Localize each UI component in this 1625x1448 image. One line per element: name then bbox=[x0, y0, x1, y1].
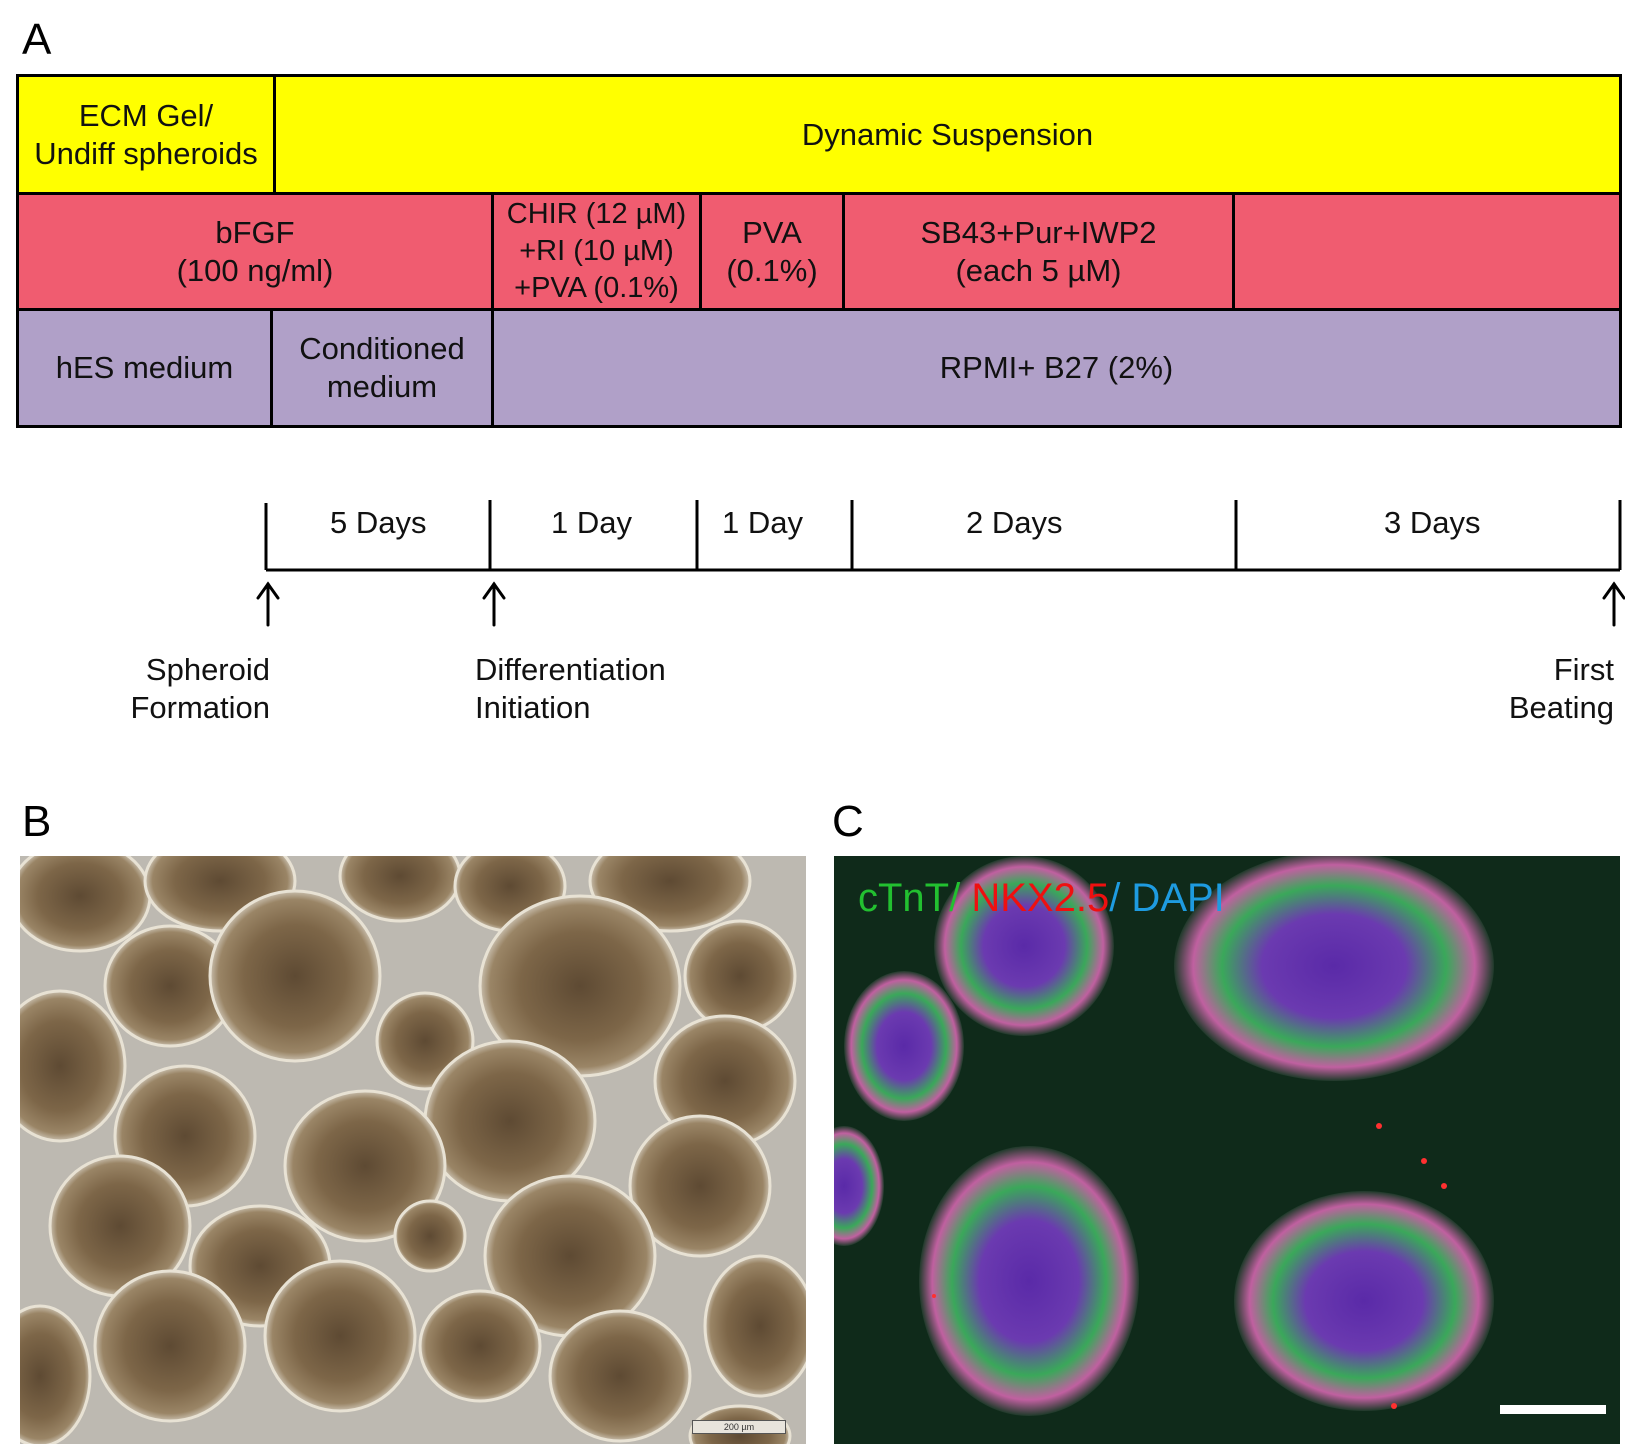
arrow-differentiation-initiation bbox=[482, 581, 506, 627]
stain-nkx25: NKX2.5 bbox=[960, 876, 1110, 920]
duration-label: 1 Day bbox=[722, 505, 803, 540]
milestone-differentiation-initiation: Differentiation Initiation bbox=[475, 652, 666, 725]
stain-legend: cTnT/ NKX2.5/ DAPI bbox=[858, 876, 1225, 920]
scale-bar-c bbox=[1500, 1405, 1606, 1414]
duration-label: 1 Day bbox=[551, 505, 632, 540]
conditioned-medium-cell: Conditioned medium bbox=[270, 311, 491, 425]
hes-medium-cell: hES medium bbox=[55, 350, 234, 385]
arrow-first-beating bbox=[1602, 581, 1625, 627]
chir-cell: CHIR (12 µM) +RI (10 µM) +PVA (0.1%) bbox=[491, 195, 699, 308]
sb43-pur-iwp2-cell: SB43+Pur+IWP2 (each 5 µM) bbox=[842, 195, 1232, 308]
rpmi-b27-cell: RPMI+ B27 (2%) bbox=[491, 311, 1619, 425]
ecm-gel-cell: ECM Gel/ Undiff spheroids bbox=[34, 97, 258, 171]
dynamic-suspension-cell: Dynamic Suspension bbox=[273, 77, 1619, 192]
protocol-table: ECM Gel/ Undiff spheroids Dynamic Suspen… bbox=[16, 74, 1622, 428]
duration-label: 3 Days bbox=[1384, 505, 1481, 540]
duration-label: 5 Days bbox=[330, 505, 427, 540]
scale-bar-b: 200 µm bbox=[692, 1420, 786, 1434]
brightfield-micrograph bbox=[20, 856, 806, 1444]
medium-row: hES medium Conditioned medium RPMI+ B27 … bbox=[19, 308, 1619, 425]
arrow-spheroid-formation bbox=[256, 581, 280, 627]
bfgf-cell: bFGF (100 ng/ml) bbox=[176, 214, 334, 288]
culture-matrix-row: ECM Gel/ Undiff spheroids Dynamic Suspen… bbox=[19, 77, 1619, 192]
panel-label-b: B bbox=[22, 797, 52, 846]
duration-label: 2 Days bbox=[966, 505, 1063, 540]
milestone-first-beating: First Beating bbox=[1508, 652, 1614, 725]
stain-ctnt: cTnT/ bbox=[858, 876, 961, 920]
panel-label-a: A bbox=[22, 15, 52, 64]
stain-dapi: / DAPI bbox=[1109, 876, 1225, 920]
milestone-spheroid-formation: Spheroid Formation bbox=[130, 652, 270, 725]
pva-cell: PVA (0.1%) bbox=[699, 195, 842, 308]
growth-factor-row: bFGF (100 ng/ml) CHIR (12 µM) +RI (10 µM… bbox=[19, 192, 1619, 308]
panel-label-c: C bbox=[832, 797, 864, 846]
immunofluorescence-image bbox=[834, 856, 1620, 1444]
empty-factor-cell bbox=[1232, 195, 1619, 308]
